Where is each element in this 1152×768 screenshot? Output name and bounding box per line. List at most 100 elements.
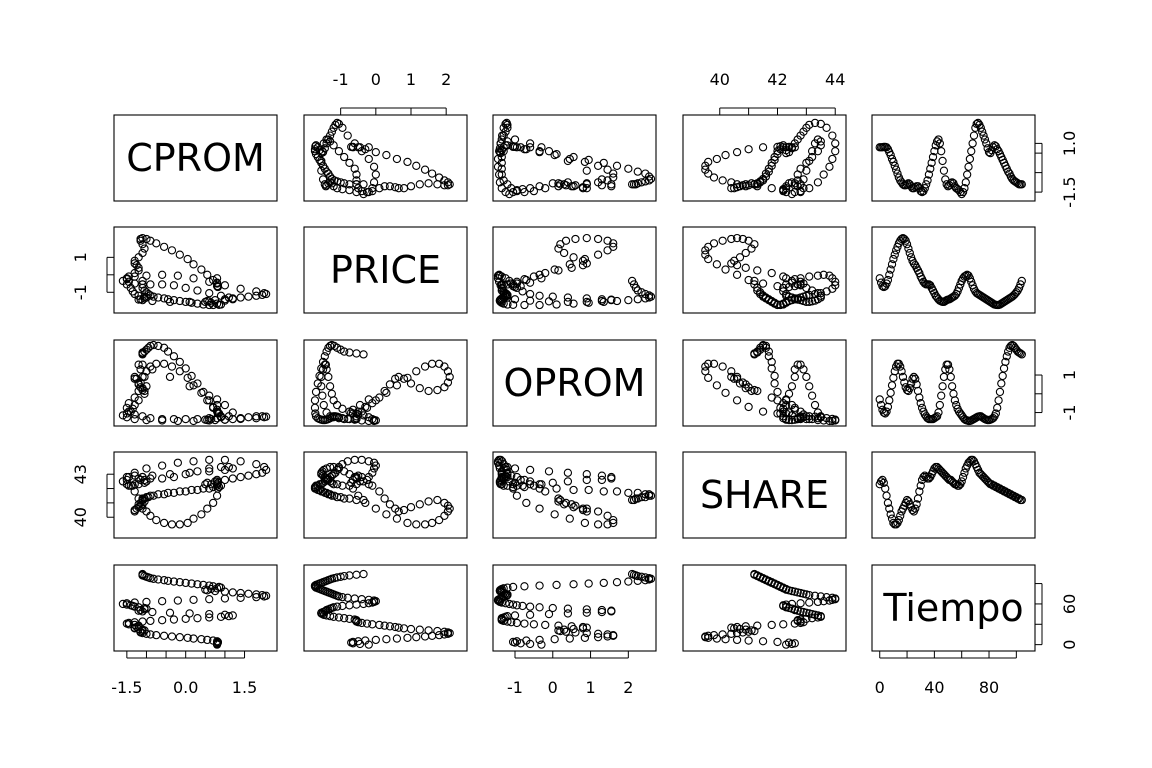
data-point	[802, 372, 811, 382]
data-point	[382, 510, 391, 519]
data-point	[584, 298, 593, 307]
data-point	[890, 161, 899, 170]
data-point	[727, 372, 736, 382]
data-point	[205, 455, 214, 465]
data-point	[831, 139, 840, 148]
data-point	[205, 581, 214, 590]
data-point	[140, 372, 149, 382]
data-point	[627, 276, 637, 286]
data-point	[394, 623, 403, 632]
data-point	[142, 367, 151, 376]
data-point	[932, 412, 942, 421]
data-point	[352, 176, 361, 185]
data-point	[548, 179, 557, 188]
data-point	[343, 593, 352, 602]
data-point	[350, 164, 359, 173]
data-point	[886, 150, 895, 160]
data-point	[535, 480, 544, 489]
data-point	[776, 409, 785, 418]
data-point	[205, 391, 214, 400]
data-point	[412, 367, 421, 376]
data-point	[597, 175, 607, 184]
data-point	[552, 484, 561, 493]
data-point	[582, 623, 591, 632]
data-point	[138, 240, 147, 249]
data-point	[554, 626, 563, 635]
data-point	[380, 182, 389, 191]
data-point	[382, 388, 391, 397]
tick-label: -1	[1060, 405, 1079, 421]
data-point	[325, 131, 335, 140]
data-point	[721, 635, 730, 644]
panel-share-vs-cprom	[113, 451, 278, 539]
data-point	[148, 296, 157, 306]
data-point	[124, 399, 133, 408]
data-point	[597, 475, 607, 485]
data-point	[535, 270, 544, 279]
data-point	[512, 618, 522, 628]
data-point	[203, 270, 212, 279]
data-point	[503, 481, 512, 490]
tick-label: -1	[333, 70, 349, 89]
data-point	[637, 288, 646, 297]
data-point	[167, 632, 177, 641]
data-point	[359, 350, 368, 359]
data-point	[319, 400, 328, 410]
tick-label: -1	[71, 284, 90, 300]
panel-frame	[682, 451, 847, 539]
data-point	[559, 625, 569, 634]
data-point	[935, 465, 944, 475]
data-point	[582, 294, 591, 303]
data-point	[187, 485, 196, 495]
data-point	[537, 640, 546, 649]
data-point	[624, 164, 633, 173]
panel-tiempo-vs-tiempo: Tiempo	[871, 564, 1036, 652]
data-point	[603, 165, 612, 174]
data-point	[767, 268, 776, 278]
data-point	[224, 611, 233, 621]
data-point	[709, 359, 719, 368]
data-point	[790, 639, 799, 648]
data-point	[175, 578, 184, 587]
data-point	[782, 396, 791, 405]
data-point	[152, 630, 161, 640]
panel-price-vs-cprom	[113, 226, 278, 314]
data-point	[497, 184, 506, 193]
data-point	[216, 612, 226, 621]
data-point	[941, 365, 950, 374]
data-point	[704, 254, 713, 264]
data-point	[709, 173, 719, 182]
data-point	[902, 180, 912, 189]
data-point	[183, 254, 192, 264]
data-point	[189, 416, 198, 426]
data-point	[879, 478, 888, 487]
panel-frame	[303, 114, 468, 202]
data-point	[770, 371, 779, 381]
data-point	[354, 491, 363, 500]
data-point	[898, 233, 908, 243]
data-point	[327, 491, 337, 500]
panel-frame	[113, 114, 278, 202]
data-point	[913, 386, 923, 396]
data-point	[973, 118, 983, 128]
data-point	[828, 131, 837, 140]
data-point	[563, 609, 573, 618]
tick-label: 0	[548, 678, 558, 697]
data-point	[796, 615, 805, 624]
data-point	[357, 147, 366, 156]
panel-share-vs-oprom	[492, 451, 657, 539]
data-point	[189, 260, 198, 269]
data-point	[345, 158, 354, 168]
data-point	[799, 365, 808, 374]
data-point	[499, 481, 508, 490]
data-point	[578, 622, 588, 632]
data-point	[609, 630, 618, 640]
data-point	[371, 504, 380, 513]
data-point	[169, 281, 179, 290]
tick-label: 80	[979, 678, 999, 697]
data-point	[167, 520, 177, 529]
data-point	[122, 413, 131, 422]
data-point	[599, 487, 608, 496]
data-point	[140, 286, 149, 295]
data-point	[205, 609, 214, 619]
